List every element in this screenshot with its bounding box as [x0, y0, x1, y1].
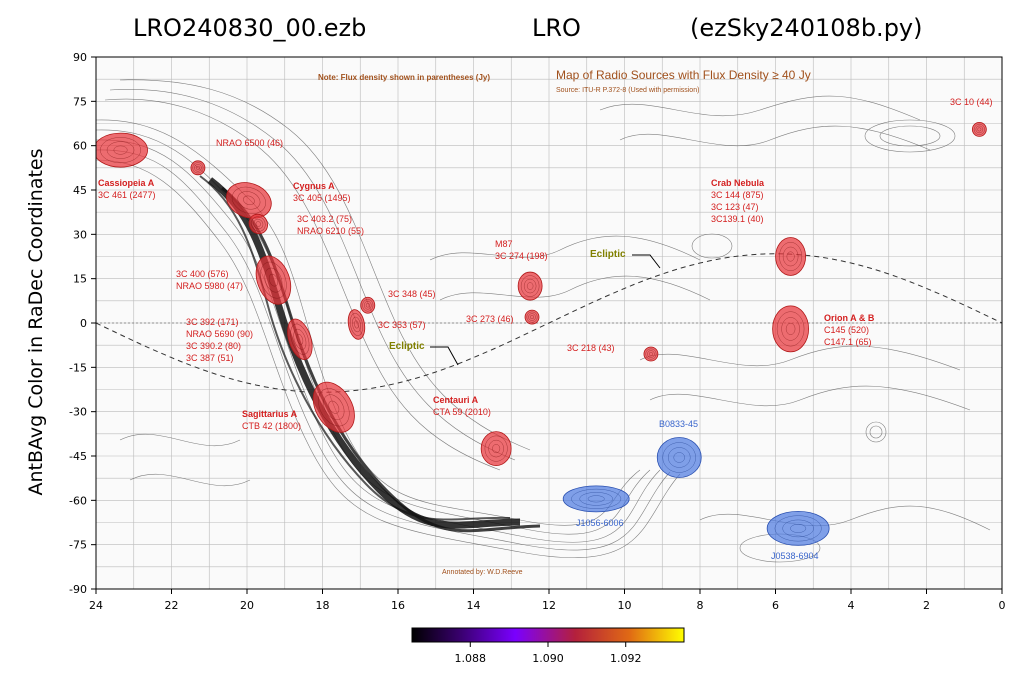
y-tick-label: 45: [73, 184, 87, 197]
ecliptic-pointer-left: [430, 346, 459, 366]
pulsar-label: J1056-6006: [576, 518, 624, 528]
source-label: M87: [495, 239, 513, 249]
pulsar-source-marker: [656, 437, 702, 478]
source-label: 3C 390.2 (80): [186, 341, 241, 351]
source-label: CTB 42 (1800): [242, 421, 301, 431]
radio-source-marker: [96, 132, 148, 168]
source-label: 3C 10 (44): [950, 97, 993, 107]
x-tick-label: 14: [467, 599, 481, 612]
x-tick-label: 8: [697, 599, 704, 612]
pulsar-source-marker: [562, 485, 630, 513]
map-overlay-source: Source: ITU-R P.372-8 (Used with permiss…: [556, 87, 699, 94]
y-tick-label: -75: [69, 539, 87, 552]
y-tick-label: -30: [69, 406, 87, 419]
source-label: Cassiopeia A: [98, 178, 155, 188]
source-label: 3C 218 (43): [567, 343, 615, 353]
colorbar: [411, 627, 685, 643]
y-tick-label: -15: [69, 361, 87, 374]
x-tick-label: 16: [391, 599, 405, 612]
chart-title-station: LRO: [532, 14, 581, 42]
radio-source-marker: [360, 296, 376, 314]
pulsar-label: B0833-45: [659, 419, 698, 429]
radio-source-marker: [248, 213, 268, 235]
colorbar-tick-label: 1.092: [610, 652, 642, 665]
ecliptic-label-right: Ecliptic: [590, 249, 626, 260]
chart-title-filename: LRO240830_00.ezb: [133, 14, 367, 42]
x-tick-label: 10: [618, 599, 632, 612]
map-grid: [96, 57, 1002, 589]
x-tick-label: 6: [772, 599, 779, 612]
radio-source-marker: [226, 182, 272, 219]
radio-source-marker: [255, 255, 292, 305]
source-label: Centauri A: [433, 395, 479, 405]
source-label: 3C 461 (2477): [98, 190, 156, 200]
source-label: NRAO 6210 (55): [297, 226, 364, 236]
source-label: NRAO 5690 (90): [186, 329, 253, 339]
source-label: 3C 273 (46): [466, 314, 514, 324]
chart-title-script: (ezSky240108b.py): [690, 14, 923, 42]
x-tick-label: 20: [240, 599, 254, 612]
colorbar-tick-label: 1.090: [532, 652, 564, 665]
x-tick-label: 18: [316, 599, 330, 612]
x-tick-label: 0: [999, 599, 1006, 612]
colorbar-tick-label: 1.088: [455, 652, 487, 665]
y-tick-label: 30: [73, 228, 87, 241]
source-label: Crab Nebula: [711, 178, 765, 188]
source-label: 3C 403.2 (75): [297, 214, 352, 224]
source-label: C147.1 (65): [824, 337, 872, 347]
radio-source-marker: [517, 271, 543, 301]
map-note: Note: Flux density shown in parentheses …: [318, 73, 490, 82]
ecliptic-line: [96, 253, 1002, 393]
source-label: Orion A & B: [824, 313, 875, 323]
source-label: 3C 405 (1495): [293, 193, 351, 203]
x-tick-label: 22: [165, 599, 179, 612]
radio-source-marker: [347, 309, 366, 340]
y-tick-label: 60: [73, 140, 87, 153]
y-tick-label: -45: [69, 450, 87, 463]
source-label: 3C 348 (45): [388, 289, 436, 299]
source-label: 3C 353 (57): [378, 320, 426, 330]
radio-source-marker: [287, 318, 313, 360]
y-tick-label: 90: [73, 51, 87, 64]
source-label: 3C 387 (51): [186, 353, 234, 363]
radio-source-marker: [775, 237, 806, 276]
radio-source-marker: [524, 309, 540, 325]
source-label: 3C 400 (576): [176, 269, 229, 279]
source-label: 3C 144 (875): [711, 190, 764, 200]
source-label: 3C 392 (171): [186, 317, 239, 327]
x-tick-label: 24: [89, 599, 103, 612]
y-tick-label: 15: [73, 273, 87, 286]
source-label: Sagittarius A: [242, 409, 298, 419]
source-label: 3C 123 (47): [711, 202, 759, 212]
radio-source-marker: [190, 160, 206, 176]
radio-source-marker: [643, 346, 659, 362]
radio-source-marker: [772, 305, 809, 353]
y-tick-label: -60: [69, 494, 87, 507]
source-label: Cygnus A: [293, 181, 335, 191]
map-credit: Annotated by: W.D.Reeve: [442, 569, 523, 576]
radio-source-marker: [971, 122, 987, 137]
pulsar-source-marker: [766, 511, 830, 546]
y-tick-label: -90: [69, 583, 87, 596]
source-label: 3C 274 (198): [495, 251, 548, 261]
ecliptic-label-left: Ecliptic: [389, 341, 425, 352]
source-label: NRAO 5980 (47): [176, 281, 243, 291]
y-tick-label: 75: [73, 95, 87, 108]
source-label: CTA 59 (2010): [433, 407, 491, 417]
source-label: NRAO 6500 (46): [216, 138, 283, 148]
ecliptic-pointer-right: [632, 254, 661, 269]
x-tick-label: 12: [542, 599, 556, 612]
radio-source-marker: [480, 431, 512, 467]
map-overlay-title: Map of Radio Sources with Flux Density ≥…: [556, 68, 811, 82]
source-label: 3C139.1 (40): [711, 214, 764, 224]
x-tick-label: 4: [848, 599, 855, 612]
radio-source-marker: [312, 381, 355, 433]
pulsar-label: J0538-6904: [771, 551, 819, 561]
x-tick-label: 2: [923, 599, 930, 612]
source-label: C145 (520): [824, 325, 869, 335]
y-tick-label: 0: [80, 317, 87, 330]
